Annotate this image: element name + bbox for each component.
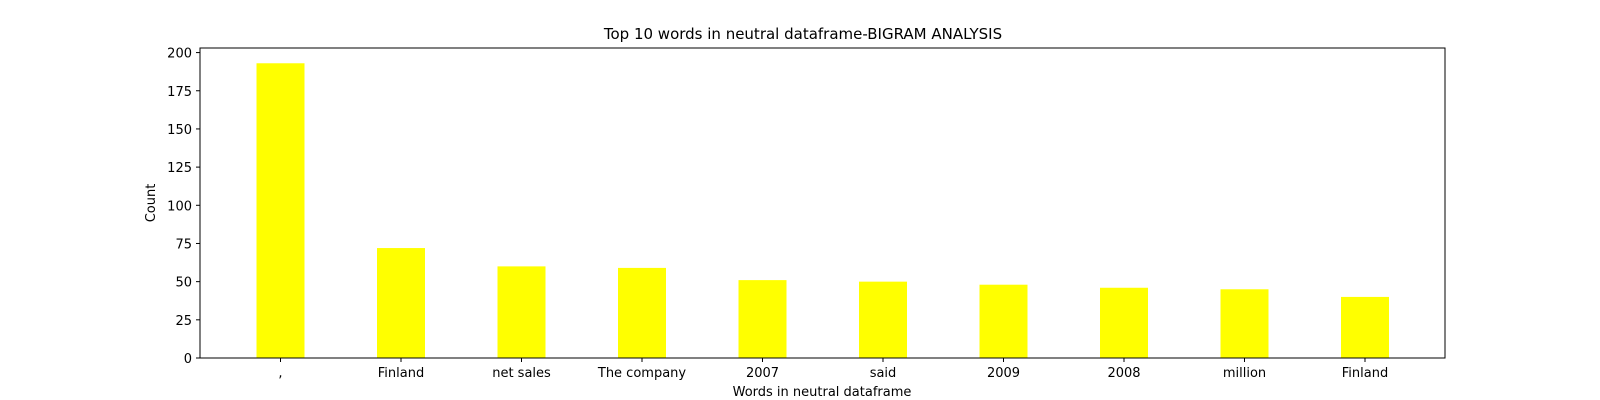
x-tick-label-3: The company bbox=[597, 366, 687, 381]
x-axis: , Finland net sales The company 2007 said 2009… bbox=[278, 358, 1388, 381]
x-tick-label-0: , bbox=[278, 366, 282, 381]
y-tick-label-1: 25 bbox=[175, 314, 192, 329]
y-tick-label-0: 0 bbox=[184, 352, 192, 367]
x-tick-label-1: Finland bbox=[378, 366, 424, 381]
bars-group bbox=[256, 63, 1389, 358]
x-tick-label-2: net sales bbox=[492, 366, 551, 381]
x-axis-label: Words in neutral dataframe bbox=[733, 385, 912, 400]
x-tick-label-5: said bbox=[870, 366, 897, 381]
x-tick-label-9: Finland bbox=[1342, 366, 1388, 381]
bar-4 bbox=[738, 280, 787, 358]
plot-frame bbox=[199, 47, 1446, 359]
y-tick-label-7: 175 bbox=[167, 85, 192, 100]
bar-7 bbox=[1100, 287, 1148, 358]
bar-5 bbox=[859, 281, 907, 358]
y-axis: 0 25 50 75 100 125 150 175 200 bbox=[167, 47, 200, 367]
y-tick-label-5: 125 bbox=[167, 161, 192, 176]
chart-title: Top 10 words in neutral dataframe-BIGRAM… bbox=[603, 25, 1002, 43]
bar-3 bbox=[618, 267, 666, 358]
x-tick-label-6: 2009 bbox=[987, 366, 1020, 381]
bar-6 bbox=[979, 284, 1028, 358]
bar-1 bbox=[377, 248, 425, 358]
y-tick-label-4: 100 bbox=[167, 199, 192, 214]
bar-8 bbox=[1220, 289, 1269, 358]
y-tick-label-6: 150 bbox=[167, 123, 192, 138]
x-tick-label-7: 2008 bbox=[1107, 366, 1140, 381]
y-tick-label-8: 200 bbox=[167, 47, 192, 62]
bar-9 bbox=[1341, 296, 1389, 358]
y-tick-label-3: 75 bbox=[175, 237, 192, 252]
bar-0 bbox=[256, 63, 305, 358]
bar-2 bbox=[497, 266, 546, 358]
x-tick-label-4: 2007 bbox=[746, 366, 779, 381]
x-tick-label-8: million bbox=[1223, 366, 1266, 381]
y-axis-label: Count bbox=[144, 184, 159, 223]
y-tick-label-2: 50 bbox=[175, 276, 192, 291]
